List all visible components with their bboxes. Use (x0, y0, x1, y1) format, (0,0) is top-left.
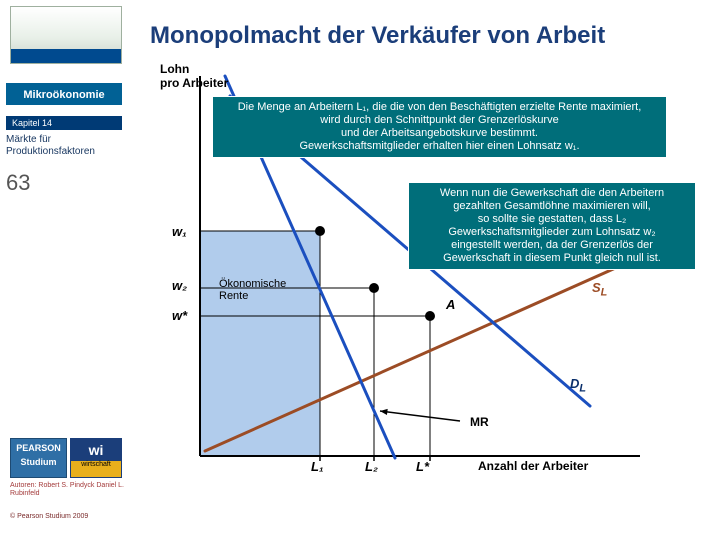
callout-right: Wenn nun die Gewerkschaft die den Arbeit… (408, 182, 696, 270)
course-label-box: Mikroökonomie (6, 83, 122, 105)
chapter-title: Märkte für Produktionsfaktoren (6, 134, 122, 158)
copyright: © Pearson Studium 2009 (10, 513, 88, 520)
L2-label: L₂ (365, 459, 378, 474)
course-label: Mikroökonomie (23, 89, 104, 101)
pearson-logo: PEARSON Studium (10, 438, 67, 478)
pearson-sub: Studium (11, 457, 66, 467)
wi-bot: wirtschaft (71, 461, 121, 477)
L1-label: L₁ (311, 459, 324, 474)
chapter-bar: Kapitel 14 (6, 116, 122, 130)
logo-blue-bar (11, 49, 121, 63)
DL-label: DL (570, 376, 586, 395)
y-axis-label-1: Lohn (160, 62, 189, 76)
foosball-image-placeholder (10, 6, 122, 64)
slide: Mikroökonomie Kapitel 14 Märkte für Prod… (0, 0, 720, 540)
w2-label: w₂ (172, 278, 187, 293)
wi-top: wi (71, 439, 121, 461)
sidebar: Mikroökonomie Kapitel 14 Märkte für Prod… (0, 0, 128, 540)
rent-label: ÖkonomischeRente (219, 278, 286, 302)
authors: Autoren: Robert S. Pindyck Daniel L. Rub… (10, 482, 128, 498)
wi-logo: wi wirtschaft (70, 438, 122, 478)
point-A-label: A (446, 297, 455, 312)
pearson-text: PEARSON (11, 443, 66, 453)
slide-title: Monopolmacht der Verkäufer von Arbeit (150, 22, 605, 50)
w1-label: w₁ (172, 224, 187, 239)
Lstar-label: L* (416, 459, 429, 474)
page-number: 63 (6, 170, 30, 196)
callout-top: Die Menge an Arbeitern L₁, die die von d… (212, 96, 667, 158)
MR-label: MR (470, 415, 489, 429)
y-axis-label-2: pro Arbeiter (160, 76, 228, 90)
SL-label: SL (592, 280, 607, 299)
wstar-label: w* (172, 308, 187, 323)
x-axis-label: Anzahl der Arbeiter (478, 459, 588, 473)
